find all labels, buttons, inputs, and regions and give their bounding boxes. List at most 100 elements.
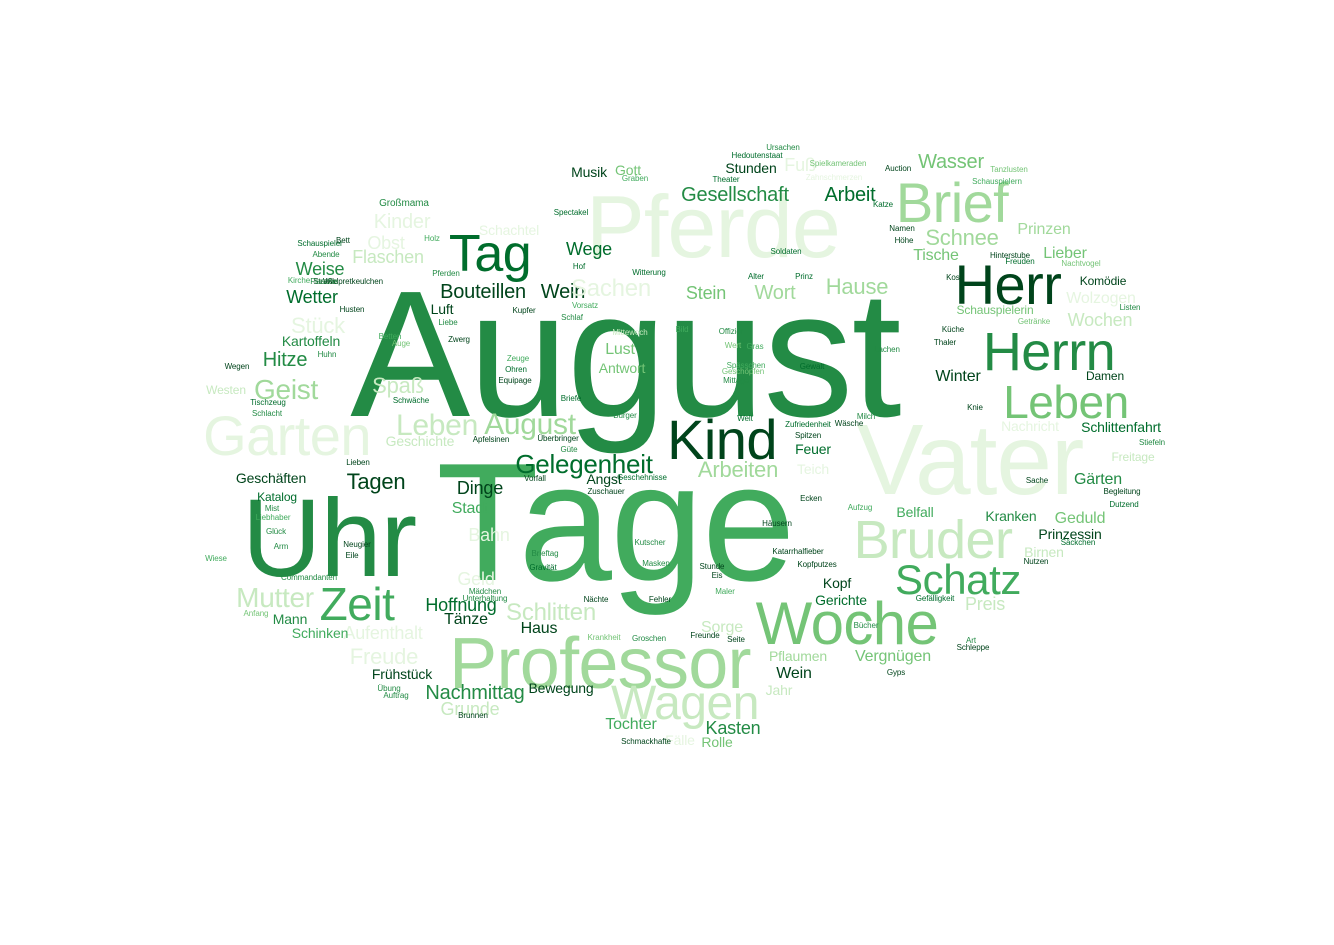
cloud-word: Prinz (795, 272, 813, 281)
cloud-word: Mittage (723, 376, 749, 385)
cloud-word: Pferden (432, 269, 460, 278)
cloud-word: Spitzen (794, 431, 822, 440)
cloud-word: Hitze (262, 349, 308, 371)
cloud-word: Kartoffeln (281, 333, 341, 349)
cloud-word: Vorfall (524, 474, 546, 483)
cloud-word: Equipage (498, 376, 532, 385)
cloud-word: Tischzeug (250, 398, 286, 407)
cloud-word: Sorge (701, 619, 743, 636)
cloud-word: Freude (349, 644, 419, 669)
cloud-word: Freitage (1111, 450, 1155, 464)
cloud-word: Maler (715, 587, 735, 596)
cloud-word: Offizier (718, 327, 744, 336)
cloud-word: Stein (685, 283, 727, 303)
cloud-word: Fälle (665, 732, 695, 748)
cloud-word: Betten (378, 332, 402, 341)
cloud-word: Geschöpfen (721, 367, 765, 376)
cloud-word: Musik (571, 164, 607, 180)
cloud-word: Witterung (632, 268, 666, 277)
cloud-word: Aufzug (847, 503, 873, 512)
cloud-word: Art (966, 636, 976, 645)
cloud-word: Kopf (822, 575, 852, 591)
cloud-word: Tag (448, 225, 532, 283)
cloud-word: Rolle (701, 734, 733, 750)
cloud-word: Auge (391, 339, 411, 348)
cloud-word: Zeit (319, 578, 395, 630)
cloud-word: Masken (642, 559, 670, 568)
cloud-word: Gefälligkeit (915, 594, 955, 603)
cloud-word: Spaß (372, 373, 424, 398)
cloud-word: Übung (377, 684, 401, 693)
cloud-word: Güte (560, 445, 578, 454)
cloud-word: Pferde (586, 177, 841, 276)
cloud-word: Nutzen (1023, 557, 1049, 566)
cloud-word: Spielkameraden (809, 159, 867, 168)
cloud-word: Flasche (310, 277, 338, 286)
cloud-word: Lieben (346, 458, 370, 467)
cloud-word: Komödie (1079, 274, 1127, 288)
cloud-word: Preis (964, 594, 1006, 614)
cloud-word: Kutscher (634, 538, 666, 547)
cloud-word: Teich (797, 461, 829, 477)
cloud-word: Kasten (705, 718, 761, 738)
cloud-word: Spectakel (553, 208, 589, 217)
cloud-word: Dinge (456, 478, 504, 498)
cloud-word: Arbeit (824, 184, 876, 206)
cloud-word: Sachen (571, 275, 651, 302)
cloud-word: Kupfer (512, 306, 536, 315)
cloud-word: Wein (776, 665, 812, 682)
cloud-word: Geist (254, 374, 318, 405)
cloud-word: Huhn (317, 350, 337, 359)
cloud-word: Hedoutenstaat (731, 151, 783, 160)
cloud-word: Tische (913, 247, 959, 264)
cloud-word: Eis (711, 571, 723, 580)
cloud-word: Commandanten (281, 573, 337, 582)
cloud-word: Mann (272, 611, 308, 627)
cloud-word: Feuer (795, 441, 831, 457)
cloud-word: Obst (367, 233, 405, 253)
cloud-word: Uhr (242, 477, 417, 600)
cloud-word: Professor (449, 624, 751, 704)
cloud-word: Gesellschaft (681, 184, 789, 206)
cloud-word: Nachtvogel (1061, 259, 1101, 268)
cloud-word: Namen (889, 224, 915, 233)
cloud-word: Garten (203, 404, 371, 467)
cloud-word: Graben (621, 174, 649, 183)
cloud-word: Geschehnisse (617, 473, 667, 482)
cloud-word: Holz (424, 234, 440, 243)
cloud-word: Nächte (583, 595, 609, 604)
cloud-word: Husten (339, 305, 365, 314)
cloud-word: Großmama (379, 198, 429, 209)
cloud-word: Gewalt (799, 362, 825, 371)
cloud-word: Haus (520, 620, 558, 637)
cloud-word: Schlaf (561, 313, 583, 322)
cloud-word: Schinken (291, 625, 349, 641)
cloud-word: Geschäften (235, 470, 307, 486)
cloud-word: Mutter (236, 582, 314, 613)
cloud-word: Stück (291, 313, 345, 338)
cloud-word: Brieftag (531, 549, 559, 558)
cloud-word: Pflaumen (768, 648, 828, 664)
cloud-word: Listen (1119, 303, 1141, 312)
cloud-word: Kranken (985, 508, 1037, 524)
cloud-word: Ohren (505, 365, 527, 374)
cloud-word: Neugier (343, 540, 371, 549)
cloud-word: Hof (572, 262, 586, 271)
cloud-word: Angst (586, 471, 622, 487)
cloud-word: Liebe (438, 318, 458, 327)
cloud-word: Lachen (874, 345, 900, 354)
cloud-word: Abende (312, 250, 340, 259)
cloud-word: Tanzlusten (990, 165, 1028, 174)
cloud-word: Auftrag (383, 691, 409, 700)
cloud-word: Begleitung (1103, 487, 1141, 496)
cloud-word: Stiefeln (1138, 438, 1166, 447)
cloud-word: Krankheit (587, 633, 621, 642)
cloud-word: Welt (737, 414, 753, 423)
cloud-word: Katze (872, 200, 894, 209)
cloud-word: Mittewoch (612, 328, 648, 337)
cloud-word: Frühstück (371, 666, 433, 682)
cloud-word: Häusern (762, 519, 792, 528)
cloud-word: Milch (856, 412, 876, 421)
cloud-word: Gerichte (815, 592, 867, 608)
cloud-word: Wegen (224, 362, 250, 371)
